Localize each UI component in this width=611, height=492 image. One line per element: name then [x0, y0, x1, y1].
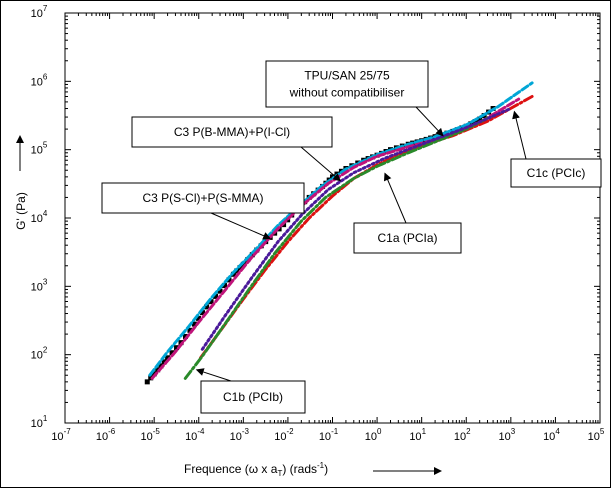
series-line — [200, 107, 513, 351]
data-point — [221, 283, 227, 289]
y-axis-title: G' (Pa) — [14, 192, 28, 230]
annotation-label: C1b (PCIb) — [223, 390, 283, 404]
data-point — [187, 327, 193, 333]
series-line — [148, 81, 534, 377]
annotation-0: TPU/SAN 25/75 without compatibiliser — [265, 60, 444, 137]
series-1 — [148, 81, 534, 377]
data-point — [213, 293, 219, 299]
annotation-4: C1b (PCIb) — [195, 368, 306, 414]
x-tick-label: 105 — [588, 427, 605, 443]
data-point — [191, 321, 197, 327]
data-point — [217, 288, 223, 294]
annotation-label: C3 P(B-MMA)+P(I-Cl) — [174, 125, 290, 139]
x-tick-label: 10-1 — [319, 427, 339, 443]
data-point — [161, 359, 167, 365]
y-tick-label: 105 — [31, 141, 48, 157]
y-tick-label: 102 — [31, 346, 48, 362]
data-point — [182, 333, 188, 339]
ticks-layer: 10-7 10-6 10-5 10-4 10-3 10-2 10-1 100 101 102 103… — [31, 4, 605, 443]
data-point — [195, 315, 201, 321]
data-point — [477, 116, 483, 122]
annotation-label: TPU/SAN 25/75 — [304, 69, 390, 83]
y-tick-label: 103 — [31, 277, 48, 293]
series-layer — [144, 81, 534, 385]
annotation-3: C1a (PCIa) — [353, 172, 462, 254]
annotation-box — [101, 182, 305, 214]
annotation-box — [265, 60, 429, 108]
annotation-label: C1c (PCIc) — [527, 166, 586, 180]
annotation-box — [510, 158, 602, 188]
annotation-label: C3 P(S-Cl)+P(S-MMA) — [142, 191, 263, 205]
data-point — [169, 350, 175, 356]
annotation-layer: TPU/SAN 25/75 without compatibiliser C3 P(… — [101, 60, 602, 414]
data-point — [174, 345, 180, 351]
annotation-box — [353, 222, 462, 254]
y-tick-label: 107 — [31, 4, 48, 20]
annotation-arrow — [195, 368, 232, 382]
data-point — [468, 121, 474, 127]
x-tick-label: 10-3 — [230, 427, 250, 443]
y-tick-label: 104 — [31, 209, 48, 225]
series-4 — [183, 116, 489, 380]
x-tick-label: 10-2 — [274, 427, 294, 443]
x-tick-label: 102 — [454, 427, 471, 443]
annotation-5: C1c (PCIc) — [510, 110, 602, 188]
annotation-arrow — [415, 106, 444, 137]
annotation-box — [200, 380, 306, 414]
data-point — [226, 277, 232, 283]
series-5 — [200, 107, 513, 351]
annotation-arrow — [210, 212, 272, 240]
annotation-arrow — [300, 146, 342, 182]
y-axis-label: G' (Pa) — [14, 192, 28, 230]
x-tick-label: 100 — [365, 427, 382, 443]
x-tick-label: 10-6 — [96, 427, 116, 443]
annotation-arrow — [383, 172, 407, 224]
annotation-label: C1a (PCIa) — [377, 231, 437, 245]
annotation-2: C3 P(S-Cl)+P(S-MMA) — [101, 182, 305, 240]
annotation-1: C3 P(B-MMA)+P(I-Cl) — [131, 116, 342, 182]
y-tick-label: 101 — [31, 414, 48, 430]
data-point — [208, 299, 214, 305]
x-tick-label: 10-4 — [185, 427, 205, 443]
annotation-box — [131, 116, 333, 148]
x-tick-label: 104 — [543, 427, 560, 443]
x-tick-label: 101 — [409, 427, 426, 443]
data-point — [200, 310, 206, 316]
annotation-label: without compatibiliser — [289, 86, 405, 100]
x-axis-label: Frequence (ω x aT) (rads-1) — [184, 461, 328, 478]
data-point — [158, 363, 164, 369]
y-tick-label: 106 — [31, 72, 48, 88]
data-point — [165, 355, 171, 361]
x-tick-label: 10-7 — [51, 427, 71, 443]
series-line — [183, 116, 489, 380]
data-point — [249, 252, 255, 258]
data-point — [144, 379, 150, 385]
x-tick-label: 10-5 — [140, 427, 160, 443]
annotation-arrow — [512, 110, 527, 160]
x-tick-label: 103 — [498, 427, 515, 443]
data-point — [204, 304, 210, 310]
